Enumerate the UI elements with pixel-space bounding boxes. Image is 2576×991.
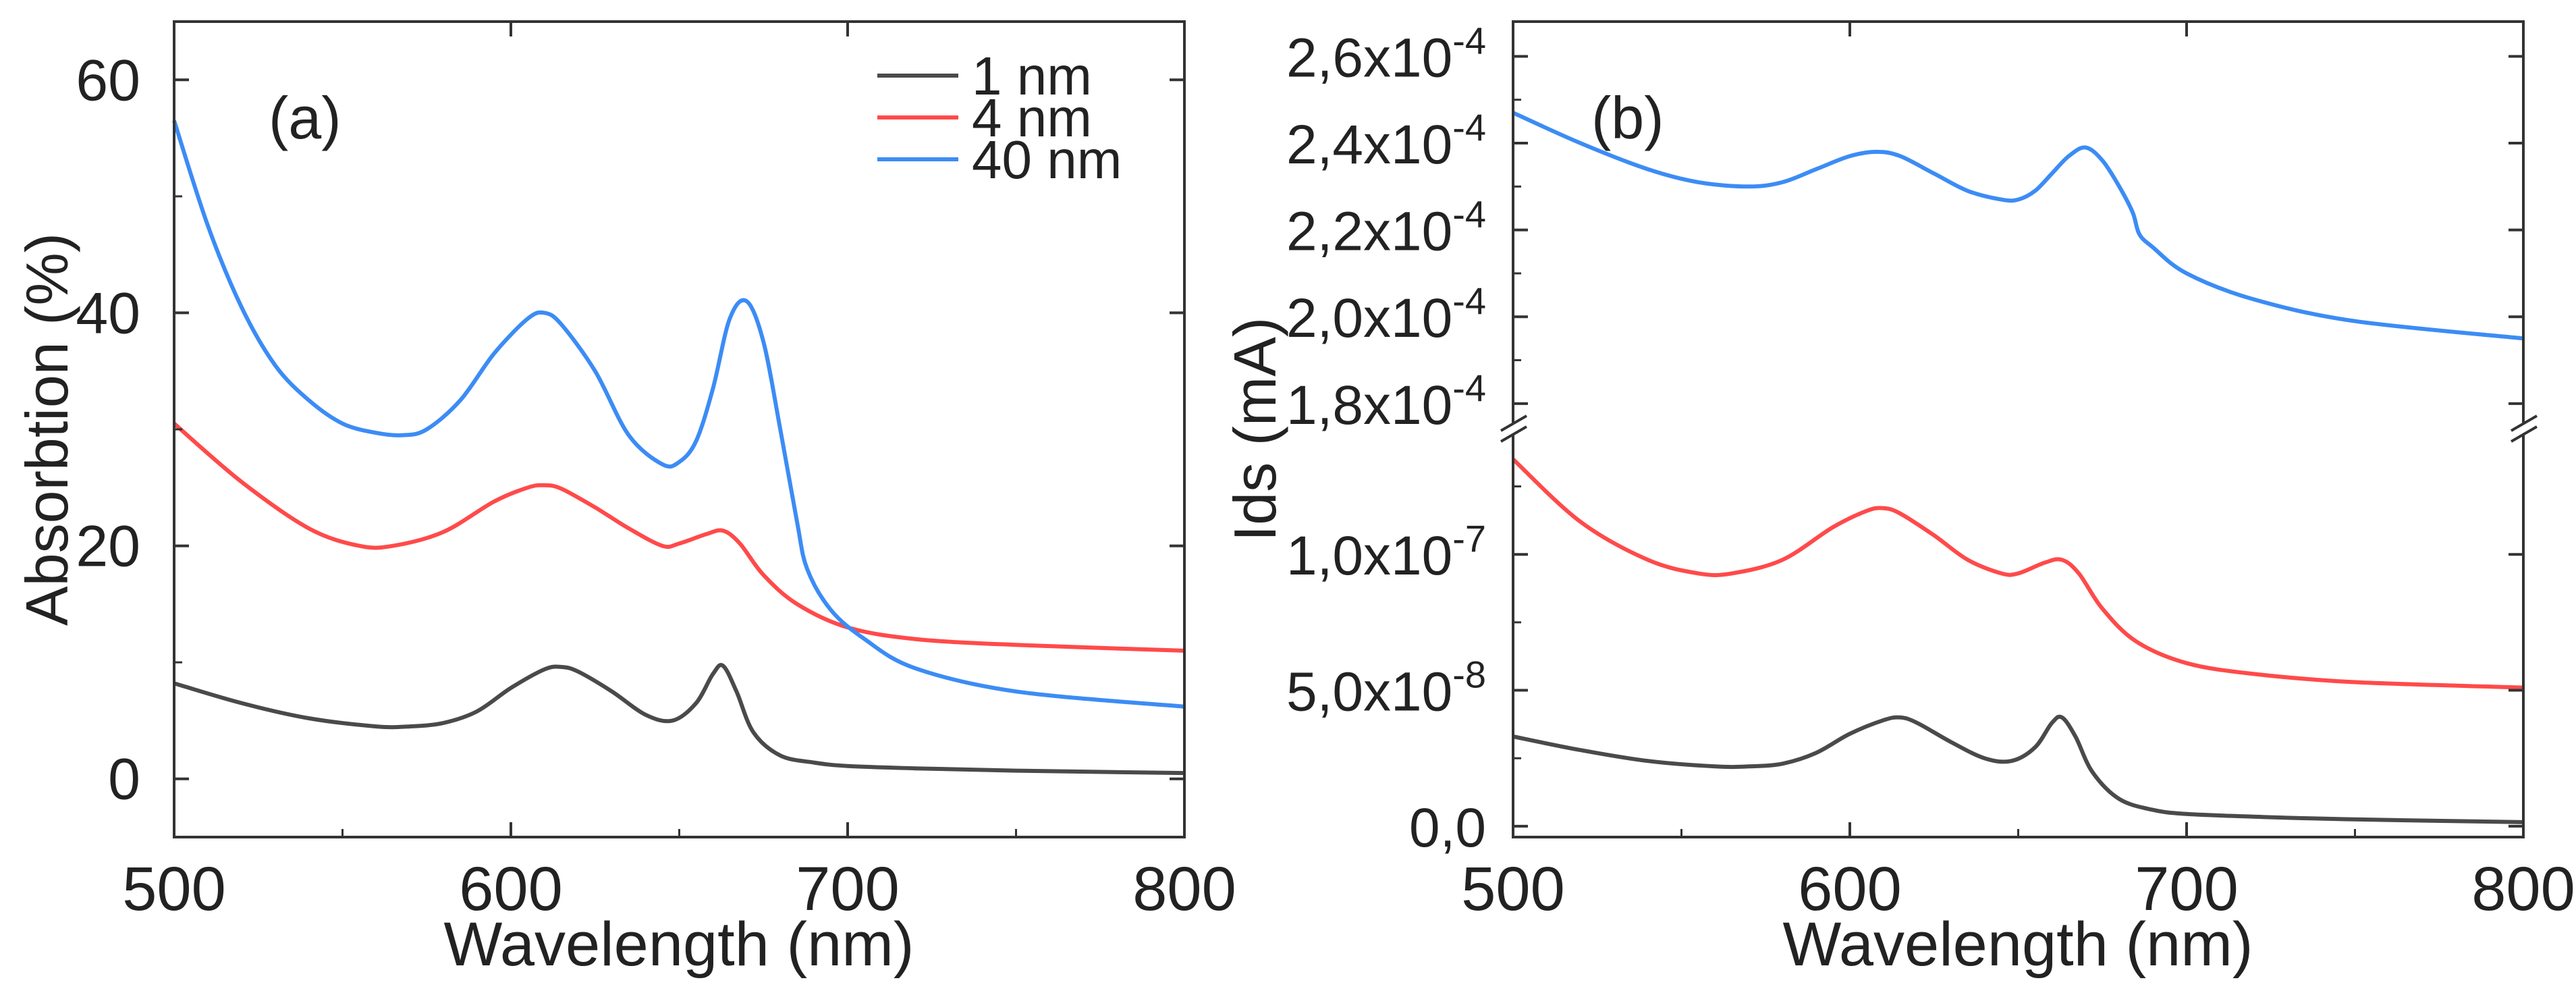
panel-b-x-tick-label: 700: [2135, 855, 2239, 923]
panel-b-x-tick-label: 800: [2471, 855, 2575, 923]
panel-b-series-4-nm: [1511, 458, 2524, 690]
panel-a-x-axis-label: Wavelength (nm): [443, 910, 914, 979]
panel-b-frame: [1512, 20, 2525, 838]
legend-label-4-nm: 4 nm: [972, 88, 1092, 148]
panel-b-y-tick-label: 5,0x10-8: [1286, 653, 1486, 723]
panel-b-y-tick-label: 2,2x10-4: [1286, 193, 1486, 263]
panel-a-x-tick-label: 800: [1132, 855, 1236, 923]
panel-a-y-ticks: 0 20 40 60: [76, 48, 1184, 812]
panel-a-series-1-nm: [173, 663, 1185, 776]
panel-b-x-ticks: 500 600 700 800: [1461, 22, 2575, 923]
legend-label-1-nm: 1 nm: [972, 46, 1092, 106]
panel-b: 1,8x10-4 2,0x10-4 2,2x10-4 2,4x10-4 2,6x10-4…: [1222, 19, 2575, 979]
panel-a-x-tick-label: 600: [459, 855, 563, 923]
panel-b-label: (b): [1591, 84, 1664, 151]
panel-b-y-tick-label: 1,0x10-7: [1286, 517, 1486, 587]
panel-a-x-tick-label: 700: [796, 855, 900, 923]
panel-a-x-tick-label: 500: [122, 855, 226, 923]
panel-b-x-tick-label: 500: [1461, 855, 1565, 923]
legend-label-40-nm: 40 nm: [972, 130, 1122, 190]
panel-b-y-tick-label: 2,0x10-4: [1286, 279, 1486, 349]
panel-b-y-tick-label: 1,8x10-4: [1286, 367, 1486, 436]
panel-b-y-tick-label: 2,4x10-4: [1286, 106, 1486, 176]
panel-a-series-4-nm: [173, 422, 1185, 653]
panel-a-y-tick-label: 0: [108, 747, 140, 812]
panel-b-x-axis-label: Wavelength (nm): [1782, 910, 2253, 979]
panel-a-y-tick-label: 40: [76, 281, 140, 346]
panel-b-y-tick-label: 0,0: [1409, 797, 1486, 859]
panel-a-series-40-nm: [172, 119, 1185, 709]
panel-b-x-tick-label: 600: [1798, 855, 1902, 923]
panel-b-y-tick-label: 2,6x10-4: [1286, 19, 1486, 88]
panel-b-series-40-nm: [1512, 111, 2524, 341]
panel-a-x-ticks: 500 600 700 800: [122, 22, 1236, 923]
panel-a-y-tick-label: 60: [76, 48, 140, 113]
panel-b-y-ticks: 1,8x10-4 2,0x10-4 2,2x10-4 2,4x10-4 2,6x10-4…: [1286, 19, 2523, 859]
axis-break-marks: [1500, 414, 2538, 443]
panel-b-series-1-nm: [1512, 714, 2524, 824]
panel-b-curves: [1511, 111, 2524, 824]
panel-a-y-tick-label: 20: [76, 514, 140, 579]
panel-a-label: (a): [269, 84, 341, 151]
panel-a-y-axis-label: Absorbtion (%): [13, 233, 80, 626]
panel-a-curves: [172, 119, 1185, 776]
panel-b-y-axis-label: Ids (mA): [1222, 317, 1288, 541]
